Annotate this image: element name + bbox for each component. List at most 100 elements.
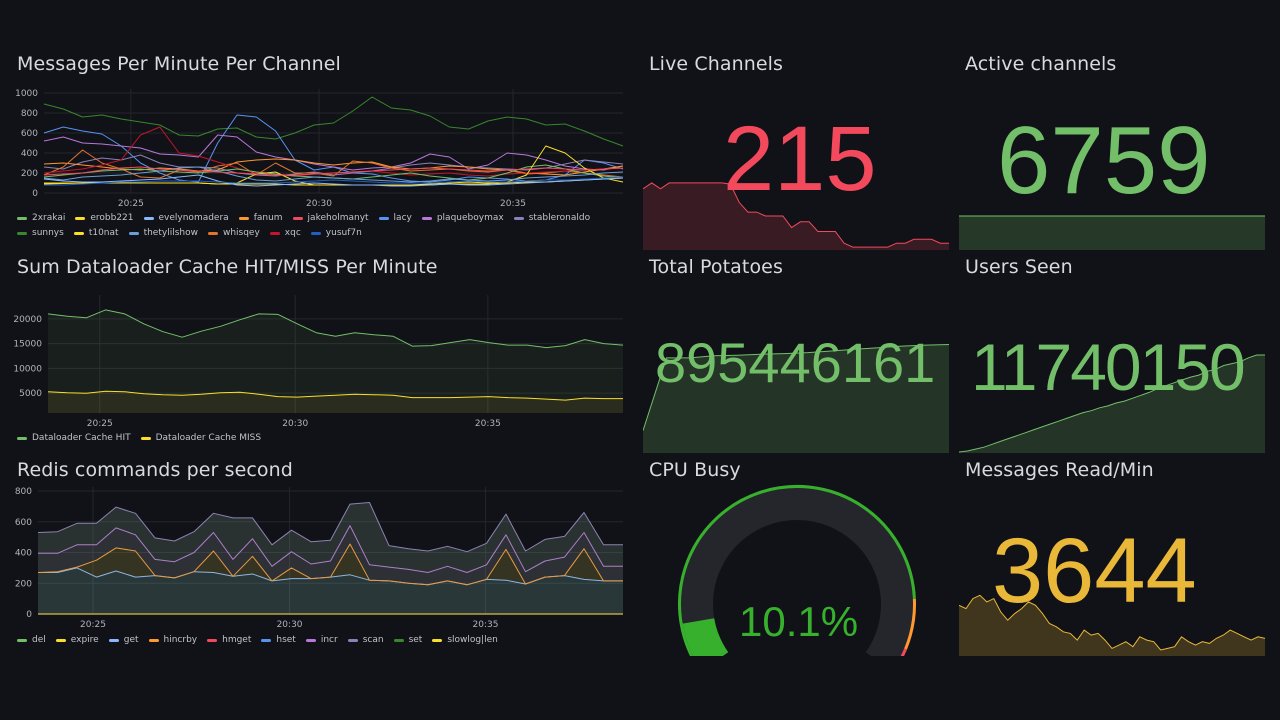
legend-label: yusuf7n [325,228,362,238]
legend-item[interactable]: hset [261,635,296,645]
x-tick-label: 20:25 [80,620,106,630]
y-tick-label: 5000 [19,389,42,399]
active-channels-value: 6759 [997,107,1211,214]
legend-item[interactable]: whisqey [207,228,260,238]
legend-label: plaqueboymax [436,213,504,223]
total-potatoes-sparkline [643,344,950,453]
legend-item[interactable]: t10nat [73,228,119,238]
legend-item[interactable]: evelynomadera [143,213,229,223]
legend-item[interactable]: stableronaldo [513,213,591,223]
x-tick-label: 20:25 [118,199,144,209]
panel-messages-read: Messages Read/Min 3644 [959,459,1267,656]
panel-active-channels: Active channels 6759 [959,53,1267,250]
legend-swatch-icon [432,638,443,642]
legend-item[interactable]: get [108,635,139,645]
legend-item[interactable]: incr [305,635,338,645]
series-line-incr [38,525,623,573]
legend-label: xqc [284,228,301,238]
y-tick-label: 400 [21,149,38,159]
legend-item[interactable]: yusuf7n [310,228,362,238]
series-line-thetylilshow [43,166,624,183]
messages-read-sparkline [959,594,1266,656]
legend-swatch-icon [140,436,151,440]
legend-label: jakeholmanyt [307,213,369,223]
panel-title: Total Potatoes [649,256,783,278]
legend-item[interactable]: lacy [378,213,412,223]
legend-item[interactable]: thetylilshow [128,228,198,238]
legend-item[interactable]: set [393,635,423,645]
y-tick-label: 600 [21,129,38,139]
legend-swatch-icon [269,231,280,235]
legend-swatch-icon [238,216,249,220]
legend-label: evelynomadera [158,213,229,223]
users-seen-sparkline [959,354,1265,453]
legend-item[interactable]: slowlog|len [432,635,498,645]
legend-item[interactable]: Dataloader Cache HIT [17,433,131,443]
y-tick-label: 200 [21,169,38,179]
series-line-plaqueboymax [43,134,624,171]
legend-swatch-icon [207,231,218,235]
legend-item[interactable]: plaqueboymax [421,213,504,223]
gauge-threshold-band [678,484,916,656]
legend-swatch-icon [73,231,84,235]
legend-item[interactable]: xqc [269,228,301,238]
legend-item[interactable]: hmget [207,635,251,645]
x-tick-label: 20:30 [277,620,303,630]
panel-title: Users Seen [965,256,1073,278]
legend-swatch-icon [305,638,316,642]
messages-per-minute-chart: 0 200 400 600 800 1000 20:25 20:30 20:35 [15,89,624,209]
legend-label: hmget [222,635,252,645]
legend-item[interactable]: Dataloader Cache MISS [140,433,261,443]
legend-label: incr [320,635,338,645]
x-tick-label: 20:35 [500,199,526,209]
series-line-jakeholmanyt [43,166,624,176]
legend-item[interactable]: fanum [238,213,283,223]
legend-item[interactable]: hincrby [148,635,197,645]
sparkline-area [643,182,949,250]
panel-messages-per-minute: Messages Per Minute Per Channel 0 200 400 6… [15,53,632,248]
panel-title: Redis commands per second [17,459,293,481]
y-tick-label: 15000 [13,340,42,350]
legend-label: scan [362,635,384,645]
legend-label: t10nat [88,228,119,238]
legend-swatch-icon [17,216,27,220]
legend-item[interactable]: sunnys [17,228,64,238]
legend-swatch-icon [347,638,358,642]
y-tick-label: 10000 [13,364,42,374]
series-group [37,502,623,615]
chart-legend: del expire get hincrby hmget hset incr scan set s… [17,635,637,645]
legend-swatch-icon [55,638,66,642]
y-tick-label: 400 [15,549,32,559]
legend-label: hset [276,635,296,645]
gauge-track [681,488,913,656]
legend-item[interactable]: erobb221 [75,213,134,223]
legend-item[interactable]: del [17,635,46,645]
legend-item[interactable]: scan [347,635,384,645]
legend-label: 2xrakai [32,213,66,223]
legend-item[interactable]: jakeholmanyt [292,213,369,223]
series-line-hincrby [37,543,623,586]
legend-swatch-icon [310,231,321,235]
series-area-incr [38,525,623,585]
series-group [47,309,624,413]
cpu-busy-value: 10.1% [739,598,859,645]
legend-swatch-icon [75,216,86,220]
series-line-evelynomadera [43,174,624,187]
legend-label: set [408,635,423,645]
gauge-value-arc [682,617,729,656]
sparkline-area [959,595,1265,656]
y-tick-label: 200 [15,579,32,589]
legend-swatch-icon [148,638,159,642]
legend-item[interactable]: 2xrakai [17,213,65,223]
x-tick-label: 20:25 [87,419,113,429]
panel-title: Messages Per Minute Per Channel [17,53,341,75]
series-area-get [38,567,623,614]
live-channels-sparkline [643,182,949,250]
y-tick-label: 0 [26,610,32,620]
legend-label: get [123,635,139,645]
legend-label: stableronaldo [528,213,591,223]
legend-item[interactable]: expire [55,635,99,645]
legend-swatch-icon [292,216,303,220]
y-tick-label: 600 [15,518,32,528]
legend-swatch-icon [513,216,524,220]
